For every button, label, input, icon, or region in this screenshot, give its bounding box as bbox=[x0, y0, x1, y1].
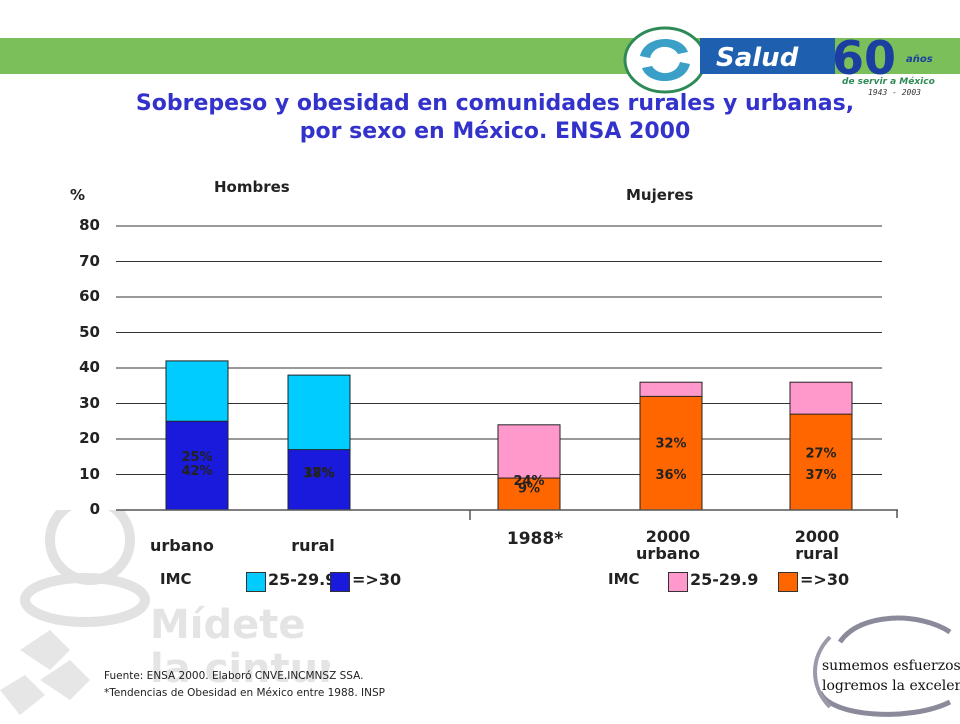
x-category-label-4-line2: rural bbox=[795, 544, 839, 563]
bar-1-segment-0-label: 38% bbox=[303, 467, 334, 482]
badge-line2: logremos la excelencia... bbox=[822, 678, 960, 694]
bar-2-segment-0-label: 24% bbox=[513, 474, 544, 489]
bar-2-segment-1 bbox=[497, 477, 561, 511]
footnote: Fuente: ENSA 2000. Elaboró CNVE.INCMNSZ … bbox=[104, 668, 385, 702]
bar-1-segment-1 bbox=[287, 449, 351, 511]
y-axis-label: % bbox=[70, 186, 86, 204]
x-category-label-4: 2000 rural bbox=[780, 528, 854, 562]
x-category-label-3: 2000 urbano bbox=[626, 528, 710, 562]
y-tick-label-30: 30 bbox=[79, 393, 100, 412]
watermark-line2: la cintura bbox=[150, 646, 330, 692]
y-tick-label-70: 70 bbox=[79, 251, 100, 270]
legend-left-label-0: 25-29.9 bbox=[268, 570, 337, 589]
x-category-label-2: 1988* bbox=[500, 531, 570, 548]
x-category-label-2-line1: 1988* bbox=[506, 529, 564, 549]
x-category-label-0-line1: urbano bbox=[150, 536, 214, 555]
logo-tagline: de servir a México bbox=[842, 76, 935, 87]
y-tick-label-60: 60 bbox=[79, 287, 100, 305]
excelencia-badge: sumemos esfuerzos, logremos la excelenci… bbox=[800, 612, 960, 720]
y-tick-label-10: 10 bbox=[79, 464, 100, 483]
x-category-label-1: rural bbox=[282, 537, 344, 554]
legend-left-swatch-1 bbox=[330, 572, 350, 592]
bar-3-segment-1 bbox=[639, 395, 703, 511]
group-label-hombres: Hombres bbox=[214, 178, 290, 196]
bar-0-segment-0-label: 42% bbox=[181, 464, 212, 479]
bar-3-segment-1-label: 32% bbox=[655, 437, 686, 452]
y-tick-label-0: 0 bbox=[89, 500, 100, 518]
bar-2-segment-1-label: 9% bbox=[518, 481, 540, 496]
bar-1-segment-1-label: 17% bbox=[303, 466, 334, 481]
chart-title-line1: Sobrepeso y obesidad en comunidades rura… bbox=[135, 91, 855, 116]
footnote-trend: *Tendencias de Obesidad en México entre … bbox=[104, 687, 385, 699]
x-category-label-3-line1: 2000 bbox=[645, 527, 691, 546]
y-tick-label-40: 40 bbox=[79, 358, 100, 376]
salud-logo: Salud 60 años de servir a México 1943 - … bbox=[620, 22, 950, 102]
legend-right-prefix: IMC bbox=[608, 570, 640, 588]
bar-3-segment-0-label: 36% bbox=[655, 468, 686, 483]
y-tick-label-50: 50 bbox=[79, 322, 100, 341]
bar-4-segment-1 bbox=[789, 413, 853, 511]
y-tick-label-80: 80 bbox=[79, 216, 100, 234]
midete-watermark: Mídete la cintura bbox=[0, 495, 365, 720]
bar-4-segment-0-label: 37% bbox=[805, 468, 836, 483]
legend-right-swatch-1 bbox=[778, 572, 798, 592]
logo-anos: años bbox=[906, 54, 933, 65]
logo-salud-text: Salud bbox=[716, 43, 799, 73]
legend-left-swatch-0 bbox=[246, 572, 266, 592]
legend-right-swatch-0 bbox=[668, 572, 688, 592]
x-category-label-1-line1: rural bbox=[291, 536, 335, 555]
bar-4-segment-1-label: 27% bbox=[805, 446, 836, 461]
legend-right-label-0: 25-29.9 bbox=[690, 570, 759, 589]
badge-line1: sumemos esfuerzos, bbox=[822, 658, 960, 674]
group-label-mujeres: Mujeres bbox=[626, 186, 694, 204]
bar-0-segment-1-label: 25% bbox=[181, 450, 212, 465]
chart-title: Sobrepeso y obesidad en comunidades rura… bbox=[100, 90, 890, 146]
legend-left-label-1: =>30 bbox=[352, 570, 402, 589]
legend-right-label-1: =>30 bbox=[800, 570, 850, 589]
x-category-label-3-line2: urbano bbox=[636, 544, 700, 563]
chart-title-line2: por sexo en México. ENSA 2000 bbox=[299, 119, 691, 144]
logo-sixty: 60 bbox=[832, 31, 896, 85]
watermark-line1: Mídete bbox=[150, 602, 306, 648]
footnote-source: Fuente: ENSA 2000. Elaboró CNVE.INCMNSZ … bbox=[104, 670, 364, 682]
legend-left-prefix: IMC bbox=[160, 570, 192, 588]
logo-years: 1943 - 2003 bbox=[868, 88, 921, 97]
x-category-label-0: urbano bbox=[150, 536, 214, 555]
x-category-label-4-line1: 2000 bbox=[794, 527, 840, 546]
y-tick-label-20: 20 bbox=[79, 429, 100, 447]
